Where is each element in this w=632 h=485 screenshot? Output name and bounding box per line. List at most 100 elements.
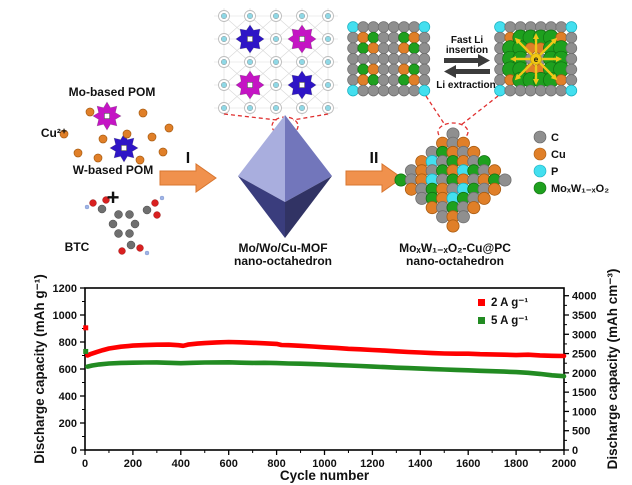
electron-arrow-tip (510, 56, 516, 62)
atom-sphere (456, 210, 470, 224)
atom-sphere (357, 63, 369, 76)
x-tick-label: 600 (220, 458, 238, 470)
y-tick-label: 600 (59, 364, 77, 376)
atom-sphere (357, 84, 369, 97)
pom-center (104, 113, 110, 119)
fast-li-label-line1: Fast Li (451, 35, 483, 46)
atom-sphere (357, 74, 369, 86)
x-tick-label: 1200 (360, 458, 384, 470)
chart-legend-label: 5 A g⁻¹ (491, 315, 528, 327)
mof-node-center (324, 58, 332, 66)
plus-sign: + (107, 185, 120, 210)
atom-sphere (545, 84, 557, 97)
pom-center (247, 36, 253, 42)
atom-sphere (477, 191, 491, 205)
y-tick-label: 500 (572, 426, 590, 438)
mof-node-center (246, 58, 254, 66)
atom-sphere (377, 42, 390, 54)
li-extraction-label: Li extraction (436, 80, 495, 91)
carbon-atom (108, 219, 118, 229)
product-name-line2: nano-octahedron (406, 254, 504, 268)
x-tick-label: 0 (82, 458, 88, 470)
step1-arrow-icon (159, 163, 217, 193)
atom-sphere (408, 42, 420, 54)
cu-ion-icon (147, 132, 157, 142)
oxygen-atom (118, 247, 126, 255)
electron-arrow-tip (533, 79, 539, 85)
legend-swatch-cu-icon (533, 147, 547, 161)
carbon-atom (114, 210, 123, 219)
mof-node-center (324, 104, 332, 112)
atom-sphere (377, 63, 390, 76)
atom-sphere (367, 84, 380, 97)
x-tick-label: 800 (267, 458, 285, 470)
atom-sphere (388, 42, 400, 54)
atom-sphere (388, 53, 400, 65)
x-tick-label: 1800 (504, 458, 528, 470)
atom-sphere (565, 63, 578, 76)
chart-legend-label: 2 A g⁻¹ (491, 297, 528, 309)
cu-ion-icon (158, 147, 168, 157)
mof-crystal-lattice (214, 8, 338, 116)
cu-ion-icon (93, 153, 103, 163)
cu-ion-icon (85, 107, 95, 117)
atom-sphere (446, 219, 460, 233)
legend-label-oxide: MoₓW₁₋ₓO₂ (551, 183, 609, 195)
y-tick-label: 400 (59, 391, 77, 403)
li-exchange-arrows (444, 54, 490, 78)
x-tick-label: 1400 (408, 458, 432, 470)
atom-sphere (347, 53, 359, 65)
atom-sphere (347, 42, 359, 54)
atom-sphere (367, 21, 380, 33)
legend-swatch-c-icon (533, 130, 547, 144)
oxygen-atom (136, 244, 144, 252)
atom-sphere (388, 21, 400, 33)
product-name-line1: MoₓW₁₋ₓO₂-Cu@PC (399, 241, 511, 255)
cu-ion-icon (98, 134, 108, 144)
cu-ion-icon (59, 129, 69, 139)
atom-sphere (494, 74, 506, 86)
atom-sphere (398, 53, 410, 65)
mof-node-center (220, 81, 228, 89)
step1-label: I (186, 150, 190, 167)
mof-node-center (324, 81, 332, 89)
atom-sphere (377, 84, 390, 97)
atom-sphere (565, 74, 578, 86)
oxygen-atom (153, 211, 161, 219)
y-tick-label: 1000 (53, 310, 77, 322)
electron-arrow-tip (550, 73, 558, 81)
cu-ion-label: Cu²⁺ (41, 126, 67, 140)
mof-node-center (220, 35, 228, 43)
atom-sphere (555, 21, 567, 33)
y-tick-label: 0 (71, 445, 77, 457)
li-insertion-arrow-icon (444, 54, 490, 67)
atom-sphere (408, 21, 420, 33)
y-tick-label: 200 (59, 418, 77, 430)
connector-line (292, 113, 329, 121)
atom-sphere (377, 21, 390, 33)
atom-sphere (524, 84, 537, 97)
atom-sphere (367, 31, 380, 44)
atom-sphere (494, 21, 506, 33)
pom-center (299, 82, 305, 88)
mof-node-center (220, 58, 228, 66)
oxygen-atom (102, 196, 110, 204)
atom-sphere (357, 31, 369, 44)
x-tick-label: 1600 (456, 458, 480, 470)
y-tick-label: 0 (572, 445, 578, 457)
atom-sphere (418, 21, 431, 33)
mof-node-center (324, 35, 332, 43)
mof-node-center (272, 104, 280, 112)
connector-line (460, 95, 499, 126)
cu-ion-icon (73, 148, 83, 158)
cu-ion-icon (135, 155, 145, 165)
carbon-atom (125, 229, 134, 238)
atom-sphere (504, 21, 516, 33)
reactant-icons (59, 101, 174, 256)
synthesis-scheme: Mo-based POM Cu²⁺ W-based POM + BTC I II… (41, 8, 609, 268)
y-axis-right: 0 500 1000 1500 2000 2500 3000 3500 4000 (564, 291, 596, 457)
btc-label: BTC (65, 240, 90, 254)
atom-sphere (398, 84, 410, 97)
atom-sphere (408, 74, 420, 86)
step2-arrow-icon (345, 163, 403, 193)
